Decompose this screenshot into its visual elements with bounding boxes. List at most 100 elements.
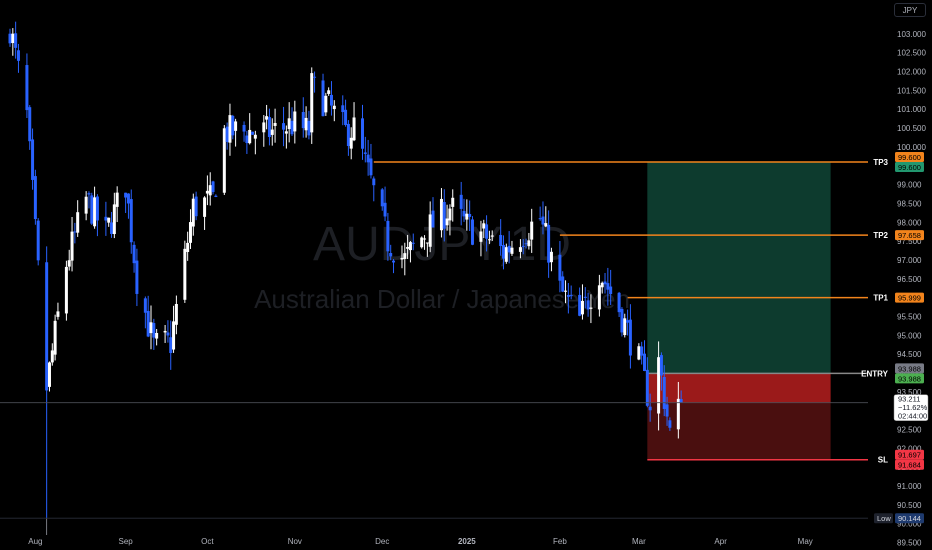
currency-badge[interactable]: JPY bbox=[894, 3, 926, 17]
price-tag-sl-bg bbox=[895, 459, 924, 470]
candle bbox=[369, 143, 373, 179]
current-price-bg bbox=[893, 394, 929, 421]
candle bbox=[33, 169, 37, 225]
candle bbox=[87, 191, 91, 209]
candle bbox=[301, 97, 305, 138]
candle bbox=[499, 219, 503, 256]
candle bbox=[112, 192, 116, 239]
candle-body bbox=[431, 210, 435, 228]
long-position-tool[interactable] bbox=[647, 161, 831, 460]
candle bbox=[242, 121, 246, 142]
crosshair-lines bbox=[0, 402, 868, 535]
y-tick-label: 91.000 bbox=[897, 482, 922, 491]
candle bbox=[659, 352, 663, 391]
price-tag-sl: 91.684 bbox=[895, 459, 924, 470]
candle-body bbox=[174, 303, 178, 325]
candle bbox=[104, 201, 108, 236]
level-label-tp1: TP1 bbox=[873, 294, 888, 303]
y-tick-label: 94.500 bbox=[897, 350, 922, 359]
candle-body bbox=[626, 320, 630, 323]
candle-body bbox=[64, 266, 68, 314]
candle-body bbox=[28, 107, 32, 142]
candle bbox=[67, 249, 71, 271]
candle bbox=[597, 274, 601, 317]
candle-body bbox=[115, 192, 119, 207]
candle bbox=[76, 200, 80, 237]
candle-body bbox=[163, 330, 167, 333]
candle-body bbox=[169, 337, 173, 354]
candle-body bbox=[56, 311, 60, 317]
candle-body bbox=[270, 129, 274, 135]
candle bbox=[566, 283, 570, 314]
candle-body bbox=[521, 245, 525, 247]
candle-body bbox=[617, 292, 621, 313]
candle bbox=[445, 204, 449, 231]
candle bbox=[626, 309, 630, 336]
price-tag-entry-bg bbox=[895, 373, 924, 384]
candle-body bbox=[665, 404, 669, 417]
candle-body bbox=[659, 355, 663, 376]
candle bbox=[70, 216, 74, 272]
y-tick-label: 93.500 bbox=[897, 388, 922, 397]
y-tick-label: 95.500 bbox=[897, 312, 922, 321]
price-tag-entry-bg bbox=[895, 363, 924, 374]
candle bbox=[115, 186, 119, 223]
candle bbox=[155, 329, 159, 346]
candle bbox=[287, 102, 291, 143]
x-tick-label: Oct bbox=[201, 537, 214, 546]
candle-body bbox=[510, 247, 514, 254]
candle-body bbox=[211, 181, 215, 193]
price-tag-sl-bg bbox=[895, 449, 924, 460]
candle bbox=[403, 242, 407, 276]
candle-body bbox=[313, 76, 317, 78]
candle bbox=[617, 291, 621, 317]
candle-body bbox=[332, 105, 336, 110]
candle-body bbox=[425, 242, 429, 244]
candle-body bbox=[451, 197, 455, 207]
candle-body bbox=[183, 248, 187, 300]
candle-body bbox=[67, 260, 71, 267]
candle-body bbox=[609, 286, 613, 295]
candle-body bbox=[558, 254, 562, 281]
y-tick-label: 96.500 bbox=[897, 275, 922, 284]
candle bbox=[527, 232, 531, 250]
candle-body bbox=[87, 193, 91, 195]
candle-body bbox=[389, 252, 393, 257]
candle-body bbox=[468, 213, 472, 217]
candle bbox=[490, 230, 494, 242]
candle-body bbox=[668, 420, 672, 428]
candle-body bbox=[423, 238, 427, 240]
price-tag-tp2: 97.658 bbox=[895, 230, 924, 241]
candle bbox=[468, 200, 472, 231]
candle-body bbox=[208, 185, 212, 196]
candle bbox=[547, 210, 551, 278]
candle bbox=[485, 215, 489, 252]
candle bbox=[129, 189, 133, 254]
candle-body bbox=[504, 247, 508, 262]
candle-body bbox=[462, 210, 466, 217]
candle-body bbox=[129, 199, 133, 243]
candle-body bbox=[287, 118, 291, 130]
candle bbox=[203, 196, 207, 230]
candle-body bbox=[76, 212, 80, 233]
candle-body bbox=[112, 204, 116, 235]
candle-body bbox=[485, 224, 489, 239]
candle bbox=[662, 365, 666, 417]
price-tag-tp3-bg bbox=[895, 161, 924, 172]
candle bbox=[479, 220, 483, 257]
candle-body bbox=[648, 406, 652, 411]
candle-body bbox=[186, 242, 190, 252]
time-axis[interactable]: Aug Sep Oct Nov Dec 2025 Feb Mar Apr May bbox=[28, 537, 813, 546]
price-tag-tp2-text: 97.658 bbox=[898, 231, 921, 240]
price-axis[interactable]: 89.50090.00090.50091.00091.50092.00092.5… bbox=[897, 30, 926, 548]
candle-body bbox=[205, 190, 209, 194]
candle-body bbox=[346, 123, 350, 147]
candle-body bbox=[90, 195, 94, 224]
candle bbox=[389, 244, 393, 261]
loss-zone bbox=[647, 402, 831, 460]
low-price-bg bbox=[895, 513, 924, 524]
candle bbox=[211, 180, 215, 195]
candle-body bbox=[645, 369, 649, 406]
